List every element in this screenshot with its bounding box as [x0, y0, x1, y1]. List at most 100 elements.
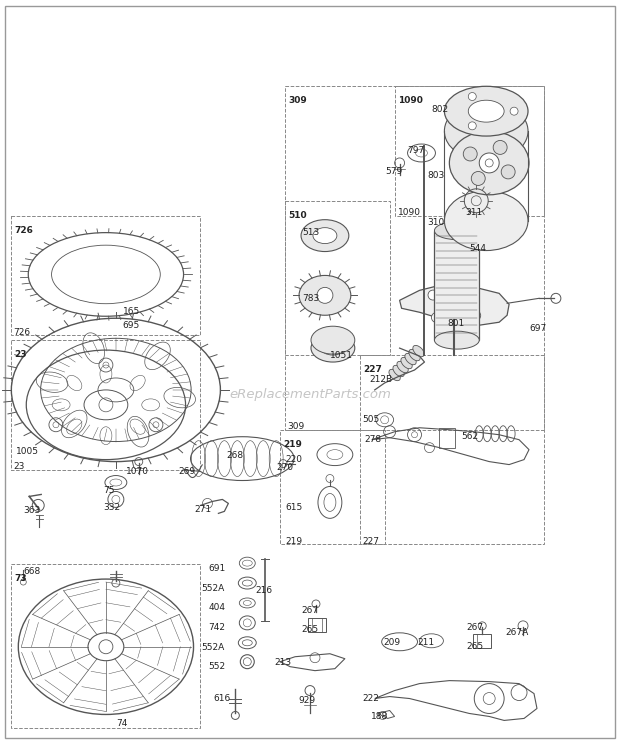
- Ellipse shape: [397, 362, 408, 373]
- Text: 803: 803: [427, 171, 445, 180]
- Circle shape: [428, 290, 438, 300]
- Circle shape: [448, 298, 461, 312]
- Text: 562: 562: [461, 432, 479, 441]
- Text: 271: 271: [195, 505, 211, 514]
- Text: 513: 513: [302, 228, 319, 237]
- Ellipse shape: [435, 331, 479, 349]
- Text: 309: 309: [288, 96, 307, 105]
- Ellipse shape: [389, 369, 401, 381]
- Text: 797: 797: [407, 147, 425, 155]
- Circle shape: [471, 310, 480, 321]
- Text: 265: 265: [301, 626, 318, 635]
- Text: 510: 510: [288, 211, 307, 219]
- Text: 801: 801: [448, 318, 464, 327]
- Text: 579: 579: [386, 167, 403, 176]
- Text: 697: 697: [529, 324, 546, 333]
- Text: 802: 802: [432, 105, 449, 114]
- Circle shape: [432, 312, 441, 322]
- Ellipse shape: [311, 326, 355, 354]
- Ellipse shape: [445, 86, 528, 136]
- Bar: [473, 634, 491, 648]
- Ellipse shape: [393, 365, 404, 376]
- Text: 615: 615: [285, 503, 303, 512]
- Text: 265: 265: [466, 642, 484, 651]
- Circle shape: [493, 141, 507, 155]
- Ellipse shape: [299, 275, 351, 315]
- Text: 363: 363: [24, 506, 40, 515]
- Circle shape: [467, 288, 477, 298]
- Ellipse shape: [413, 345, 424, 357]
- Text: 73: 73: [14, 574, 27, 583]
- Text: 165: 165: [123, 307, 140, 315]
- Text: 544: 544: [469, 244, 486, 253]
- Circle shape: [317, 287, 333, 304]
- Ellipse shape: [450, 131, 529, 195]
- Text: 269: 269: [179, 467, 196, 476]
- Text: 23: 23: [14, 350, 27, 359]
- Text: 219: 219: [285, 536, 302, 546]
- Circle shape: [479, 153, 499, 173]
- Text: 552: 552: [208, 662, 226, 671]
- Text: 1051: 1051: [330, 350, 353, 359]
- Text: 726: 726: [14, 327, 30, 337]
- Text: 267A: 267A: [505, 629, 528, 638]
- Bar: [360, 355, 544, 544]
- Ellipse shape: [445, 190, 528, 251]
- Polygon shape: [400, 286, 509, 325]
- Text: 216: 216: [255, 586, 272, 594]
- Text: 311: 311: [465, 208, 482, 217]
- Text: 219: 219: [283, 440, 302, 449]
- Bar: [285, 86, 544, 430]
- Text: 1070: 1070: [126, 467, 149, 476]
- Ellipse shape: [405, 353, 416, 365]
- Text: 742: 742: [208, 623, 226, 632]
- Ellipse shape: [301, 219, 349, 251]
- Text: 783: 783: [302, 294, 319, 303]
- Bar: [285, 201, 389, 355]
- Text: 404: 404: [208, 603, 226, 612]
- Text: 332: 332: [103, 503, 120, 512]
- Text: 75: 75: [103, 486, 115, 495]
- Bar: [280, 430, 384, 544]
- Bar: [11, 340, 200, 469]
- Text: 227: 227: [363, 536, 380, 546]
- Circle shape: [463, 147, 477, 161]
- Text: 668: 668: [24, 567, 40, 576]
- Text: 726: 726: [14, 225, 33, 234]
- Text: 268: 268: [226, 451, 244, 460]
- Text: 1090: 1090: [397, 208, 420, 217]
- Ellipse shape: [409, 350, 420, 361]
- Text: 616: 616: [213, 694, 231, 703]
- Text: 74: 74: [116, 719, 127, 728]
- Text: 929: 929: [298, 696, 315, 705]
- Ellipse shape: [401, 357, 412, 369]
- Text: 552A: 552A: [202, 583, 224, 592]
- Circle shape: [501, 165, 515, 179]
- Text: 267: 267: [466, 623, 484, 632]
- Text: 552A: 552A: [202, 644, 224, 652]
- Text: 267: 267: [301, 606, 318, 615]
- Text: 23: 23: [14, 462, 25, 471]
- Bar: [11, 216, 200, 335]
- Bar: [11, 564, 200, 728]
- Circle shape: [468, 122, 476, 129]
- Circle shape: [510, 107, 518, 115]
- Circle shape: [471, 171, 485, 185]
- Text: 209: 209: [384, 638, 401, 647]
- Text: 270: 270: [276, 463, 293, 472]
- Text: 505: 505: [363, 415, 380, 424]
- Ellipse shape: [435, 222, 479, 240]
- Ellipse shape: [321, 341, 345, 355]
- Text: 695: 695: [123, 321, 140, 330]
- Text: 213: 213: [274, 658, 291, 667]
- Text: 188: 188: [371, 712, 388, 721]
- Ellipse shape: [468, 100, 504, 122]
- Bar: [440, 428, 455, 448]
- Text: 691: 691: [208, 564, 226, 573]
- Bar: [308, 618, 326, 632]
- Bar: [394, 86, 544, 216]
- Text: 309: 309: [287, 423, 304, 432]
- Text: 278: 278: [365, 435, 382, 444]
- Text: 222: 222: [363, 694, 379, 703]
- Text: 1090: 1090: [397, 96, 422, 105]
